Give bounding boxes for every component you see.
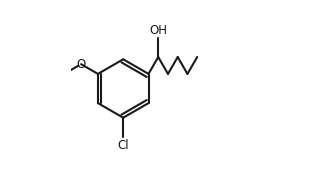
Text: OH: OH (149, 24, 167, 36)
Text: Cl: Cl (117, 139, 129, 152)
Text: O: O (77, 58, 86, 71)
